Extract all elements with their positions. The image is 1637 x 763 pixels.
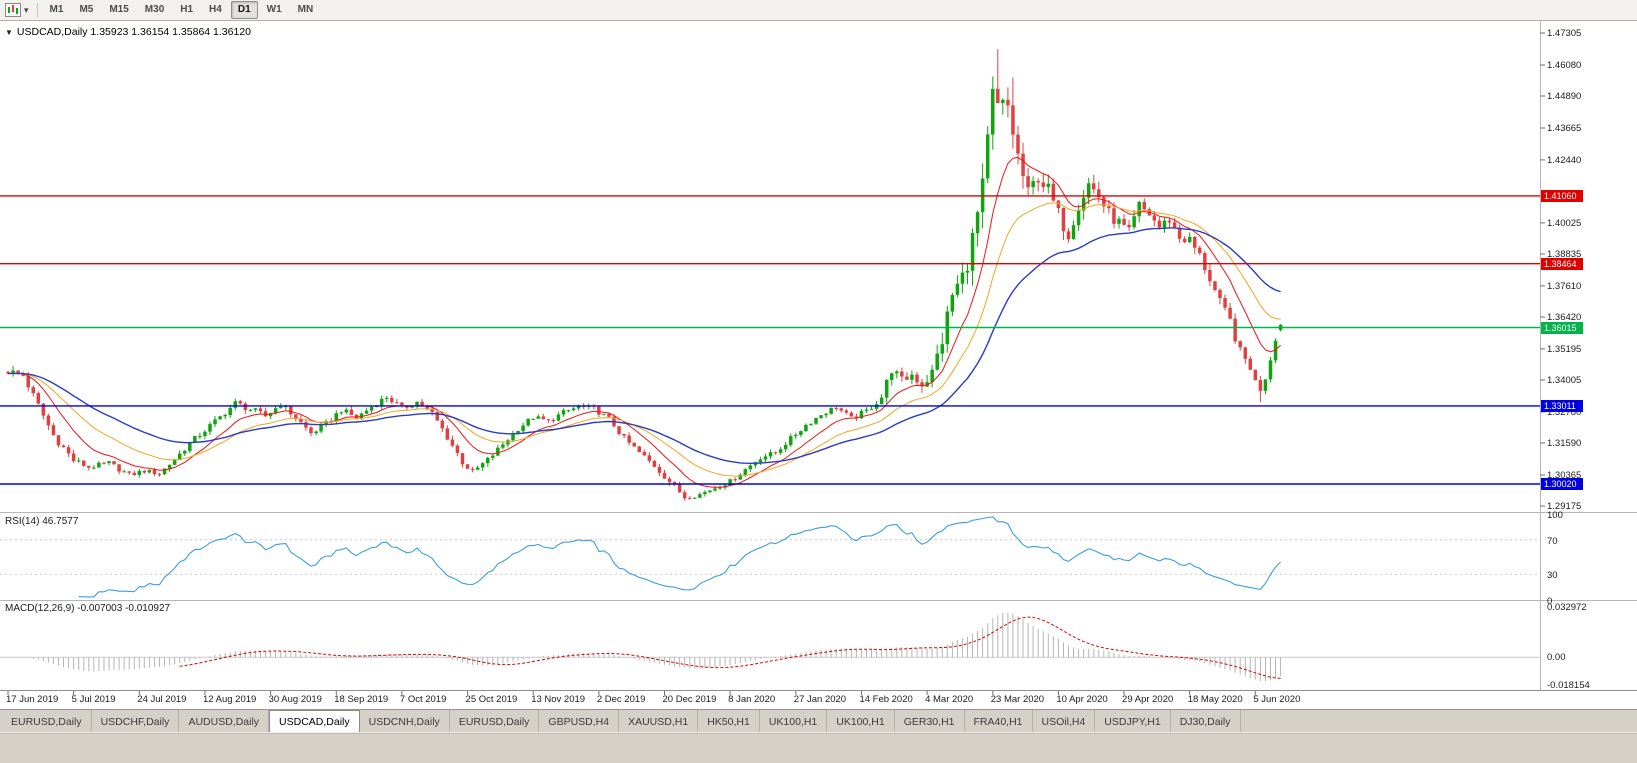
price-tick-label: 1.44890: [1547, 91, 1582, 102]
date-label: 17 Jun 2019: [6, 694, 59, 705]
date-label: 7 Oct 2019: [399, 694, 447, 705]
symbol-ohlc-readout: USDCAD,Daily 1.35923 1.36154 1.35864 1.3…: [16, 26, 252, 38]
axis-ticks: [7, 32, 1545, 695]
chart-tabs: EURUSD,Daily USDCHF,Daily AUDUSD,Daily USDC…: [2, 710, 1241, 732]
period-buttons: M1 M5 M15 M30 H1 H4 D1 W1 MN: [43, 1, 321, 19]
price-tick-label: 1.32780: [1547, 406, 1582, 418]
chart-tab-7[interactable]: XAUUSD,H1: [619, 710, 699, 732]
period-button-w1[interactable]: W1: [266, 4, 282, 15]
period-button-m15[interactable]: M15: [109, 4, 129, 15]
price-badge: 1.38464: [1541, 257, 1583, 270]
chart-tab-1[interactable]: USDCHF,Daily: [92, 710, 180, 732]
date-label: 5 Jul 2019: [71, 694, 116, 705]
price-badge: 1.33011: [1541, 399, 1583, 412]
price-tick-label: 1.46080: [1547, 59, 1582, 71]
price-badge: 1.36015: [1541, 321, 1583, 334]
price-badge: 1.41060: [1541, 189, 1583, 202]
date-label: 24 Jul 2019: [137, 694, 187, 705]
price-tick-label: 1.34005: [1547, 374, 1582, 386]
date-label: 25 Oct 2019: [465, 694, 518, 705]
timeframes-toolbar: ▾ M1 M5 M15 M30 H1 H4 D1 W1 MN: [0, 0, 1637, 21]
macd-axis-label: -0.018154: [1547, 680, 1590, 691]
chart-tab-0[interactable]: EURUSD,Daily: [2, 710, 92, 732]
pane-separators: [0, 21, 1637, 691]
chart-tabs-bar: EURUSD,Daily USDCHF,Daily AUDUSD,Daily USDC…: [0, 709, 1637, 732]
chart-tab-12[interactable]: FRA40,H1: [965, 710, 1033, 732]
macd-axis-label: 0.00: [1547, 652, 1566, 664]
ma-line-21: [7, 202, 1281, 477]
status-bar: [0, 732, 1637, 763]
chart-tab-6[interactable]: GBPUSD,H4: [539, 710, 620, 732]
macd-indicator-label: MACD(12,26,9) -0.007003 -0.010927: [5, 603, 171, 614]
chart-tab-8[interactable]: HK50,H1: [698, 710, 760, 732]
rsi-indicator-label: RSI(14) 46.7577: [5, 516, 79, 527]
rsi-level-label: 100: [1547, 510, 1563, 521]
ma-line-10: [7, 156, 1281, 488]
price-badge: 1.30020: [1541, 477, 1583, 490]
date-label: 5 Jun 2020: [1253, 694, 1301, 705]
price-tick-label: 1.42440: [1547, 154, 1582, 166]
rsi-line: [78, 516, 1281, 598]
price-tick-label: 1.35195: [1547, 343, 1582, 355]
ma-line-40: [7, 227, 1281, 465]
chart-dropdown-caret-icon[interactable]: ▾: [24, 4, 29, 15]
chart-tab-9[interactable]: UK100,H1: [760, 710, 828, 732]
chart-tab-4[interactable]: USDCNH,Daily: [360, 710, 450, 732]
period-button-h1[interactable]: H1: [180, 4, 194, 15]
period-button-mn[interactable]: MN: [297, 4, 314, 15]
date-label: 2 Dec 2019: [596, 694, 646, 705]
time-axis[interactable]: 17 Jun 2019 5 Jul 2019 24 Jul 2019 12 Aug 2…: [0, 690, 1637, 709]
price-tick-label: 1.31590: [1547, 437, 1582, 449]
date-label: 18 May 2020: [1187, 694, 1243, 705]
one-click-trading-arrow[interactable]: ▼: [5, 28, 13, 37]
chart-window-icon[interactable]: [5, 3, 21, 17]
date-label: 30 Aug 2019: [268, 694, 322, 705]
price-tick-label: 1.36420: [1547, 311, 1582, 323]
chart-title: ▼ USDCAD,Daily 1.35923 1.36154 1.35864 1.…: [5, 26, 251, 38]
toolbar-separator: [36, 3, 38, 17]
chart-tab-2[interactable]: AUDUSD,Daily: [179, 710, 270, 732]
chart-tab-13[interactable]: USOil,H4: [1033, 710, 1096, 732]
date-label: 4 Mar 2020: [925, 694, 974, 705]
macd-axis-label: 0.032972: [1547, 602, 1587, 613]
macd-signal-line: [179, 616, 1281, 679]
date-label: 13 Nov 2019: [531, 694, 586, 705]
rsi-level-label: 30: [1547, 570, 1558, 582]
chart-tab-14[interactable]: USDJPY,H1: [1095, 710, 1171, 732]
date-label: 10 Apr 2020: [1056, 694, 1108, 705]
date-label: 29 Apr 2020: [1122, 694, 1174, 705]
chart-tab-5[interactable]: EURUSD,Daily: [450, 710, 540, 732]
date-label: 20 Dec 2019: [662, 694, 717, 705]
price-tick-label: 1.40025: [1547, 217, 1582, 229]
date-label: 23 Mar 2020: [990, 694, 1045, 705]
date-label: 8 Jan 2020: [728, 694, 776, 705]
price-tick-label: 1.47305: [1547, 28, 1582, 39]
price-axis[interactable]: 1.47305 1.46080 1.44890 1.43665 1.42440 1.400…: [1540, 21, 1637, 708]
price-tick-label: 1.30365: [1547, 469, 1582, 481]
price-tick-label: 1.37610: [1547, 280, 1582, 292]
price-tick-label: 1.43665: [1547, 122, 1582, 134]
date-label: 18 Sep 2019: [334, 694, 389, 705]
period-button-m1[interactable]: M1: [49, 4, 64, 15]
rsi-level-label: 70: [1547, 535, 1558, 547]
price-tick-label: 1.38835: [1547, 248, 1582, 260]
chart-tab-10[interactable]: UK100,H1: [827, 710, 895, 732]
rsi-level-label: 0: [1547, 596, 1553, 607]
chart-tab-3[interactable]: USDCAD,Daily: [269, 710, 360, 732]
period-button-d1[interactable]: D1: [230, 1, 258, 19]
date-label: 12 Aug 2019: [202, 694, 257, 705]
chart-tab-11[interactable]: GER30,H1: [895, 710, 965, 732]
period-button-m5[interactable]: M5: [79, 4, 94, 15]
period-button-m30[interactable]: M30: [144, 4, 165, 15]
date-label: 14 Feb 2020: [859, 694, 913, 705]
date-label: 27 Jan 2020: [793, 694, 847, 705]
period-button-h4[interactable]: H4: [209, 4, 222, 15]
macd-histogram: [12, 612, 1282, 682]
price-tick-label: 1.29175: [1547, 501, 1582, 512]
chart-tab-15[interactable]: DJ30,Daily: [1171, 710, 1241, 732]
candles-layer: [6, 49, 1283, 501]
